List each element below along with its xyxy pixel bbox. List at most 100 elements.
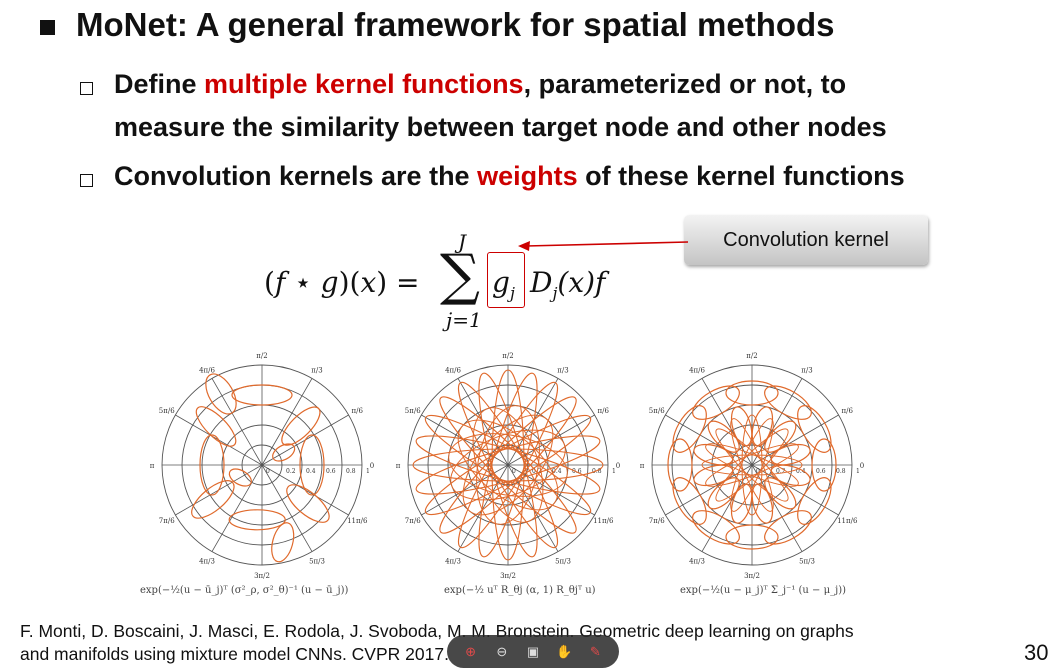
- polar-angle-label: π/3: [557, 367, 568, 375]
- formula-sum-bottom: j=1: [446, 308, 482, 332]
- kernel-curve: [725, 380, 779, 406]
- kernel-curve: [271, 522, 295, 563]
- formula-lhs: (f ⋆ g)(x) =: [264, 266, 420, 299]
- callout-arrow: [518, 241, 689, 251]
- kernel-curve: [476, 405, 540, 525]
- polar-plot-1: 0 π/6 π/3 π/2 4π/6 5π/6 π 7π/6 4π/3 3π/2 5π/3 11π/6…: [150, 352, 374, 580]
- polar-radius-label: 0.2: [286, 468, 296, 475]
- kernel-curve: [811, 438, 837, 492]
- kernel-curve: [228, 509, 286, 531]
- caption-3: exp(−½(u − μ_j)ᵀ Σ_j⁻¹ (u − μ_j)): [680, 585, 847, 596]
- polar-angle-label: π/6: [352, 407, 364, 415]
- polar-radius-label: 0: [756, 468, 760, 475]
- polar-angle-label: π/6: [842, 407, 854, 415]
- kernel-curve: [730, 483, 753, 524]
- polar-angle-label: π/2: [502, 352, 513, 360]
- kernel-curve: [797, 405, 832, 453]
- polar-radius-label: 0.6: [326, 468, 336, 475]
- polar-angle-label: π/2: [746, 352, 757, 360]
- polar-angle-label: 5π/3: [309, 557, 325, 565]
- kernel-curve: [693, 443, 734, 466]
- polar-radius-label: 0: [266, 468, 270, 475]
- polar-angle-label: 7π/6: [159, 517, 175, 525]
- polar-radius-label: 1: [612, 468, 616, 475]
- kernel-curve: [457, 419, 559, 511]
- polar-angle-label: 5π/3: [799, 557, 815, 565]
- polar-radius-label: 0.4: [552, 468, 562, 475]
- kernel-curve: [281, 406, 321, 446]
- kernel-curve: [199, 434, 225, 496]
- polar-radius-label: 0.2: [776, 468, 786, 475]
- kernel-curve: [707, 420, 740, 453]
- kernel-curve: [272, 443, 296, 462]
- formula-rhs: Dj(x)f: [530, 266, 606, 303]
- polar-radius-label: 0.4: [306, 468, 316, 475]
- kernel-curve: [693, 464, 734, 487]
- kernel-curve: [770, 464, 811, 487]
- polar-radius-label: 0.8: [836, 468, 846, 475]
- polar-angle-label: 4π/6: [689, 367, 705, 375]
- zoom-out-icon[interactable]: ⊖: [496, 643, 508, 659]
- bullet-1-highlight: multiple kernel functions: [204, 69, 524, 99]
- kernel-curve: [672, 477, 707, 525]
- polar-angle-label: 3π/2: [744, 572, 760, 580]
- polar-radius-label: 0.8: [592, 468, 602, 475]
- pan-hand-icon[interactable]: ✋: [556, 643, 573, 659]
- polar-angle-label: 0: [860, 462, 864, 470]
- kernel-curve: [741, 414, 763, 516]
- bullet-1-line-2: measure the similarity between target no…: [114, 112, 887, 142]
- convolution-kernel-callout: Convolution kernel: [684, 215, 928, 265]
- page-number: 30: [1024, 640, 1049, 665]
- fit-page-icon[interactable]: ▣: [526, 643, 540, 659]
- polar-angle-label: 5π/3: [555, 557, 571, 565]
- kernel-curve: [705, 443, 799, 487]
- polar-angle-label: 7π/6: [649, 517, 665, 525]
- polar-angle-label: 11π/6: [347, 517, 368, 525]
- kernel-curve: [730, 406, 753, 447]
- caption-2: exp(−½ uᵀ R_θj (α, 1) R_θjᵀ u): [444, 585, 596, 596]
- polar-angle-label: 5π/6: [159, 407, 175, 415]
- polar-spoke: [261, 464, 313, 552]
- kernel-highlight-box: [487, 252, 525, 308]
- kernel-curve: [730, 418, 774, 512]
- polar-angle-label: π: [396, 462, 401, 470]
- polar-radius-label: 0.8: [346, 468, 356, 475]
- kernel-curve: [707, 477, 740, 510]
- polar-angle-label: 4π/3: [689, 557, 705, 565]
- polar-angle-label: 4π/6: [445, 367, 461, 375]
- kernel-curve: [448, 433, 568, 497]
- kernel-curve: [462, 414, 554, 516]
- polar-plot-2: 0 π/6 π/3 π/2 4π/6 5π/6 π 7π/6 4π/3 3π/2 5π/3 11π/6…: [396, 352, 620, 580]
- kernel-curve: [286, 484, 330, 523]
- kernel-curve: [770, 443, 811, 466]
- formula-sum-top: J: [458, 230, 467, 254]
- kernel-curve: [672, 405, 707, 453]
- kernel-curve: [764, 420, 797, 453]
- formula-g: gj: [492, 266, 515, 303]
- polar-angle-label: π: [640, 462, 645, 470]
- kernel-curve: [415, 435, 601, 495]
- polar-angle-label: π/3: [801, 367, 812, 375]
- bullet-2-line: Convolution kernels are the weights of t…: [114, 161, 905, 191]
- zoom-in-icon[interactable]: ⊕: [465, 643, 477, 659]
- polar-spoke: [261, 378, 313, 466]
- polar-radius-label: 1: [366, 468, 370, 475]
- polar-angle-label: 11π/6: [593, 517, 614, 525]
- bullet-2-highlight: weights: [477, 161, 578, 191]
- laser-pointer-icon[interactable]: ✎: [589, 643, 601, 659]
- polar-angle-label: 5π/6: [405, 407, 421, 415]
- polar-angle-label: 4π/3: [445, 557, 461, 565]
- polar-angle-label: 3π/2: [254, 572, 270, 580]
- kernel-curve: [705, 443, 799, 487]
- polar-spoke: [211, 378, 263, 466]
- kernel-curve: [730, 418, 774, 512]
- bullet-hollow-square: [80, 82, 93, 95]
- kernel-curve: [195, 406, 237, 447]
- polar-angle-label: π/2: [256, 352, 267, 360]
- polar-radius-label: 0: [512, 468, 516, 475]
- summation-sign: ∑: [440, 243, 480, 308]
- kernel-curve: [764, 385, 812, 420]
- kernel-curve: [751, 483, 774, 524]
- polar-angle-label: π/6: [598, 407, 610, 415]
- kernel-curve: [692, 385, 740, 420]
